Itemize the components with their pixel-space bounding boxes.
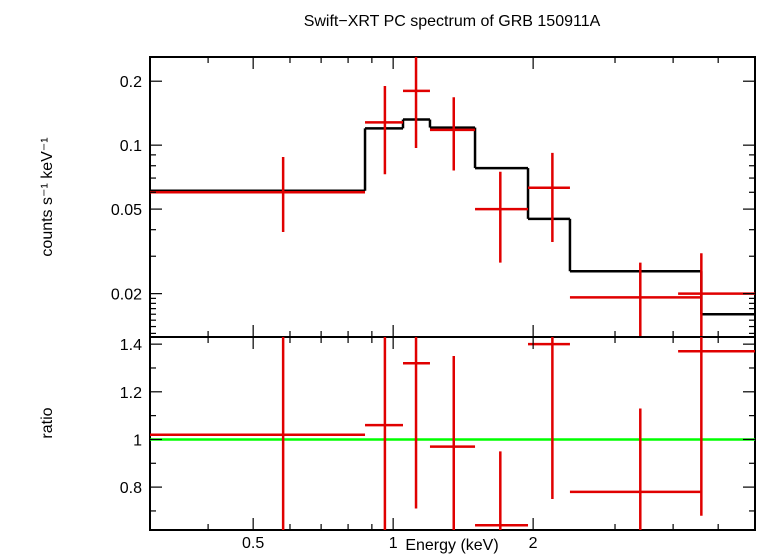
x-axis-label: Energy (keV) — [405, 537, 498, 554]
y-tick-label: 0.05 — [111, 202, 142, 219]
ratio-data-group — [150, 337, 755, 530]
spectrum-y-axis-label: counts s⁻¹ keV⁻¹ — [39, 137, 56, 256]
y-tick-label: 0.1 — [120, 138, 142, 155]
y-tick-label: 1 — [133, 432, 142, 449]
x-tick-label: 1 — [389, 535, 398, 552]
spectrum-data-group — [150, 57, 755, 337]
y-tick-label: 0.8 — [120, 480, 142, 497]
spectrum-panel: 0.02 0.05 0.1 0.2 counts s⁻¹ keV⁻¹ — [39, 56, 756, 338]
ratio-y-ticks: 0.8 1 1.2 1.4 — [120, 337, 755, 512]
spectrum-y-ticks: 0.02 0.05 0.1 0.2 — [111, 74, 755, 334]
spectrum-panel-frame — [149, 56, 756, 338]
x-tick-label: 0.5 — [242, 535, 264, 552]
y-tick-label: 0.2 — [120, 74, 142, 91]
spectrum-x-ticks — [207, 57, 719, 337]
y-tick-label: 0.02 — [111, 287, 142, 304]
ratio-panel: 0.8 1 1.2 1.4 0.5 1 2 ratio Energy (keV) — [39, 336, 756, 554]
y-tick-label: 1.2 — [120, 385, 142, 402]
ratio-x-ticks: 0.5 1 2 — [207, 337, 719, 552]
x-tick-label: 2 — [529, 535, 538, 552]
ratio-y-axis-label: ratio — [39, 407, 56, 438]
y-tick-label: 1.4 — [120, 337, 142, 354]
chart-title: Swift−XRT PC spectrum of GRB 150911A — [304, 13, 601, 30]
model-curve-group — [150, 118, 755, 316]
